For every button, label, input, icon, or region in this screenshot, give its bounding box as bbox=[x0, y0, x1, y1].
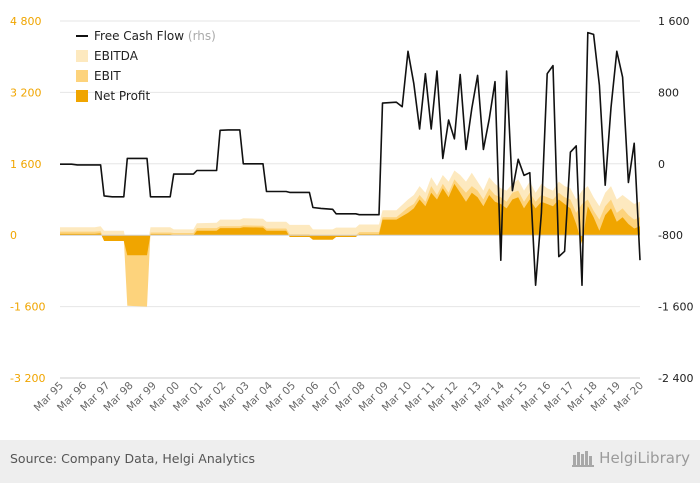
legend-swatch bbox=[76, 90, 88, 102]
area-series bbox=[60, 170, 640, 307]
legend-label: Free Cash Flow (rhs) bbox=[94, 29, 216, 43]
legend-label: EBITDA bbox=[94, 49, 139, 63]
source-note: Source: Company Data, Helgi Analytics bbox=[10, 451, 256, 466]
legend: Free Cash Flow (rhs) EBITDA EBIT Net Profit bbox=[76, 29, 216, 103]
helgi-library-logo[interactable]: HelgiLibrary bbox=[572, 449, 690, 467]
left-axis: 4 800 3 200 1 600 0 -1 600 -3 200 bbox=[10, 15, 45, 385]
legend-item-ebitda[interactable]: EBITDA bbox=[76, 49, 139, 63]
left-tick-label: -3 200 bbox=[10, 372, 45, 385]
right-tick-label: 0 bbox=[658, 158, 665, 171]
left-tick-label: 1 600 bbox=[10, 158, 42, 171]
chart-area: 4 800 3 200 1 600 0 -1 600 -3 200 1 600 800 0 -8… bbox=[10, 15, 693, 414]
line-free-cash-flow bbox=[60, 31, 641, 286]
right-axis: 1 600 800 0 -800 -1 600 -2 400 bbox=[658, 15, 693, 385]
legend-swatch bbox=[76, 70, 88, 82]
legend-swatch bbox=[76, 50, 88, 62]
legend-item-ebit[interactable]: EBIT bbox=[76, 69, 121, 83]
library-icon bbox=[572, 451, 595, 467]
legend-label: Net Profit bbox=[94, 89, 150, 103]
line-series bbox=[60, 31, 641, 286]
area-net-profit bbox=[60, 183, 640, 256]
zero-line bbox=[60, 234, 640, 379]
left-tick-label: 0 bbox=[10, 229, 17, 242]
right-tick-label: 800 bbox=[658, 86, 679, 99]
left-tick-label: 3 200 bbox=[10, 86, 42, 99]
right-tick-label: -2 400 bbox=[658, 372, 693, 385]
legend-note: (rhs) bbox=[184, 29, 216, 43]
left-tick-label: 4 800 bbox=[10, 15, 42, 28]
right-tick-label: -1 600 bbox=[658, 301, 693, 314]
legend-item-net-profit[interactable]: Net Profit bbox=[76, 89, 150, 103]
right-tick-label: -800 bbox=[658, 229, 683, 242]
logo-text: HelgiLibrary bbox=[599, 449, 690, 467]
left-tick-label: -1 600 bbox=[10, 301, 45, 314]
legend-item-free-cash-flow[interactable]: Free Cash Flow (rhs) bbox=[76, 29, 216, 43]
footer: Source: Company Data, Helgi Analytics He… bbox=[0, 440, 700, 483]
right-tick-label: 1 600 bbox=[658, 15, 690, 28]
legend-label: EBIT bbox=[94, 69, 121, 83]
